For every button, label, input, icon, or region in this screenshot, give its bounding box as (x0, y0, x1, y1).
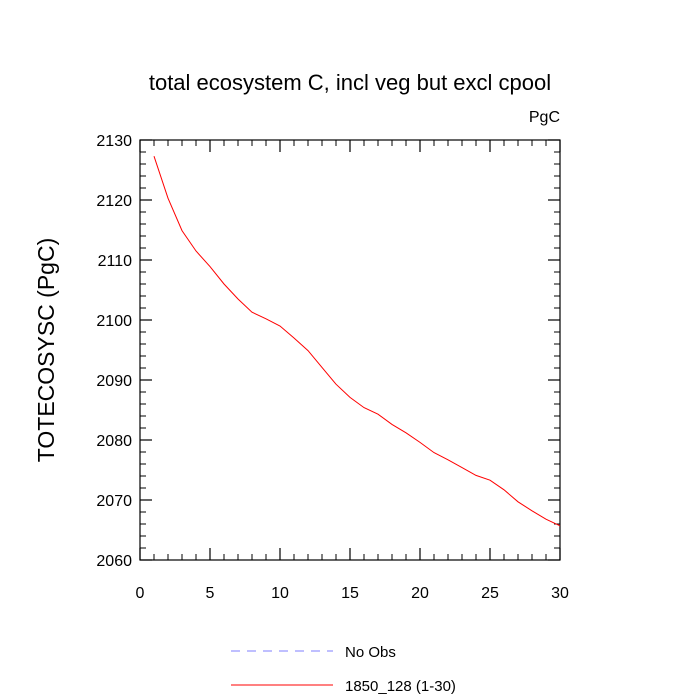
x-tick-label: 15 (341, 585, 359, 602)
y-tick-label: 2100 (96, 313, 132, 330)
y-tick-label: 2080 (96, 433, 132, 450)
x-tick-label: 10 (271, 585, 289, 602)
x-tick-label: 20 (411, 585, 429, 602)
series-layer (153, 156, 561, 527)
x-tick-label: 25 (481, 585, 499, 602)
axis-ticks (139, 139, 561, 561)
y-tick-label: 2130 (96, 133, 132, 150)
chart-title: total ecosystem C, incl veg but excl cpo… (149, 70, 551, 95)
y-tick-label: 2070 (96, 493, 132, 510)
legend-label: 1850_128 (1-30) (345, 678, 456, 695)
legend-label: No Obs (345, 644, 396, 661)
x-tick-label: 30 (551, 585, 569, 602)
units-label: PgC (529, 109, 560, 126)
x-tick-label: 0 (136, 585, 145, 602)
x-tick-label: 5 (206, 585, 215, 602)
y-tick-label: 2110 (98, 253, 133, 270)
legend: No Obs 1850_128 (1-30) (231, 644, 456, 695)
plot-frame (139, 139, 561, 561)
y-tick-label: 2120 (96, 193, 132, 210)
series-line (153, 156, 561, 527)
y-axis-label: TOTECOSYSC (PgC) (33, 238, 59, 463)
y-tick-label: 2060 (96, 553, 132, 570)
axis-tick-labels: 0 5 10 15 20 25 30 2060 2070 2080 2090 2100 2110 2120… (96, 133, 569, 602)
y-tick-label: 2090 (96, 373, 132, 390)
